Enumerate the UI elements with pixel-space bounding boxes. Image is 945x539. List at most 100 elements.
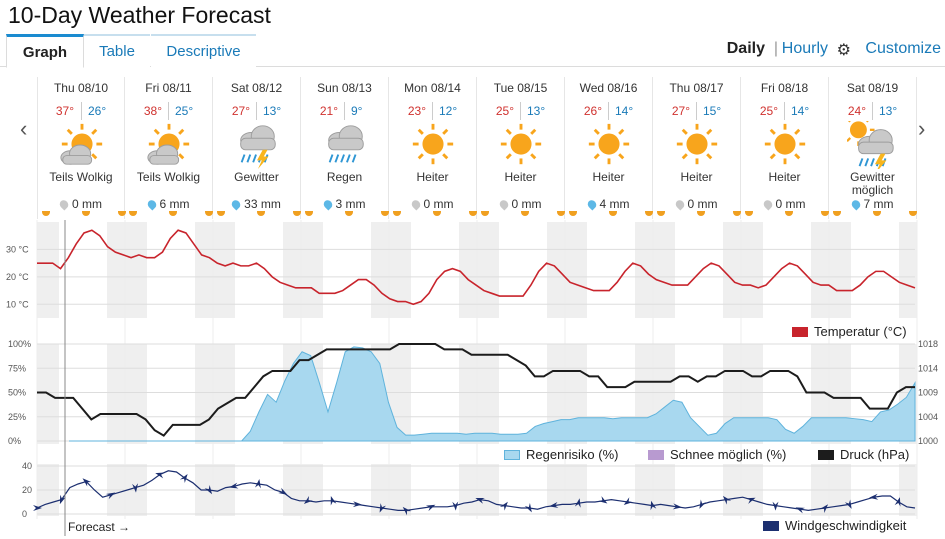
sunrise-icon [42,211,50,216]
sun-thunder-icon [842,113,899,173]
temp-divider [344,102,345,120]
temp-divider [81,102,82,120]
high-temp: 26° [583,104,602,118]
wind-direction-arrow [574,498,581,508]
precip-amount: 3 mm [301,197,388,211]
chevron-left-icon[interactable]: ‹ [20,116,28,141]
day-card[interactable]: Sat 08/12 27° 13° Gewitter 33 mm [213,77,301,219]
sunset-icon [821,211,829,216]
sunrise-icon [481,211,489,216]
precip-amount: 0 mm [477,197,564,211]
precip-value: 3 mm [335,197,366,211]
pressure-line [37,343,915,437]
chevron-right-icon[interactable]: › [918,116,926,141]
day-date: Fri 08/11 [145,81,192,95]
sunset-icon [118,211,126,216]
legend-swatch [504,450,520,460]
temp-divider [872,102,873,120]
raindrop-icon [849,198,862,211]
low-temp: 25° [175,104,194,118]
wind-direction-arrow [894,497,901,507]
raindrop-icon [673,198,686,211]
day-card[interactable]: Fri 08/11 38° 25° Teils Wolkig 6 mm [125,77,213,219]
low-temp: 26° [88,104,107,118]
wind-direction-arrow [868,493,879,500]
day-card[interactable]: Sun 08/13 21° 9° Regen 3 mm [301,77,389,219]
night-band [195,344,213,444]
y-tick-label-right: 1014 [918,363,938,373]
daily-toggle[interactable]: Daily [726,40,765,57]
condition-text: Gewitter möglich [850,170,895,197]
night-band [477,344,499,444]
wind-direction-arrow [278,487,288,495]
tab-table[interactable]: Table [84,34,150,68]
y-tick-label: 100% [8,339,31,349]
sunset-icon [293,211,301,216]
precip-value: 0 mm [423,197,454,211]
tab-graph[interactable]: Graph [6,34,84,68]
night-band [899,222,917,318]
wind-direction-arrow [746,497,756,504]
y-tick-label: 20 [22,485,32,495]
night-band [389,222,411,318]
legend-snow: Schnee möglich (%) [648,447,786,462]
condition-text: Heiter [768,170,801,184]
day-card[interactable]: Wed 08/16 26° 14° Heiter 4 mm [565,77,653,219]
wind-direction-arrow [352,501,363,508]
wind-direction-arrow [33,505,42,511]
wind-direction-arrow [772,501,779,511]
night-band [811,222,829,318]
customize-link[interactable]: Customize [865,40,941,57]
day-card[interactable]: Thu 08/17 27° 15° Heiter 0 mm [653,77,741,219]
precip-value: 0 mm [687,197,718,211]
day-card[interactable]: Tue 08/15 25° 13° Heiter 0 mm [477,77,565,219]
legend-pressure: Druck (hPa) [818,447,909,462]
gear-icon[interactable]: ⚙ [836,42,851,59]
day-card[interactable]: Mon 08/14 23° 12° Heiter 0 mm [389,77,477,219]
high-temp: 27° [671,104,690,118]
sun-icon [583,121,635,169]
precip-value: 0 mm [511,197,542,211]
sunrise-icon [217,211,225,216]
precip-amount: 0 mm [653,197,740,211]
high-temp: 37° [55,104,74,118]
precip-value: 7 mm [863,197,894,211]
legend-label: Schnee möglich (%) [670,447,787,462]
legend-label: Windgeschwindigkeit [785,518,907,533]
raindrop-icon [497,198,510,211]
legend-swatch [792,327,808,337]
day-card[interactable]: Fri 08/18 25° 14° Heiter 0 mm [741,77,829,219]
high-temp: 38° [143,104,162,118]
low-temp: 14° [615,104,634,118]
tab-descriptive[interactable]: Descriptive [151,34,256,68]
sun-midday-icon [785,211,793,216]
wind-direction-arrow [330,496,337,506]
day-card[interactable]: Sat 08/19 24° 13° Gewitter möglich 7 mm [829,77,917,219]
y-tick-label-right: 1009 [918,388,938,398]
sunset-icon [909,211,917,216]
raindrop-icon [585,198,598,211]
wind-speed-line [36,470,916,512]
sun-midday-icon [873,211,881,216]
day-date: Sat 08/19 [846,81,899,95]
hourly-toggle[interactable]: Hourly [781,40,828,57]
wind-direction-arrow [650,500,657,511]
night-band [565,222,587,318]
temp-divider [168,102,169,120]
day-date: Fri 08/18 [760,81,809,95]
night-band [125,222,147,318]
night-band [477,222,499,318]
high-temp: 27° [231,104,250,118]
sun-icon [671,121,723,169]
wind-direction-arrow [819,504,829,513]
sun-midday-icon [521,211,529,216]
temp-divider [432,102,433,120]
night-band [829,222,851,318]
condition-text: Heiter [592,170,625,184]
sun-midday-icon [433,211,441,216]
page-title: 10-Day Weather Forecast [8,2,271,28]
wind-direction-arrow [82,478,92,487]
day-card[interactable]: Thu 08/10 37° 26° Teils Wolkig 0 mm [37,77,126,219]
night-band [459,222,477,318]
night-band [107,344,125,444]
